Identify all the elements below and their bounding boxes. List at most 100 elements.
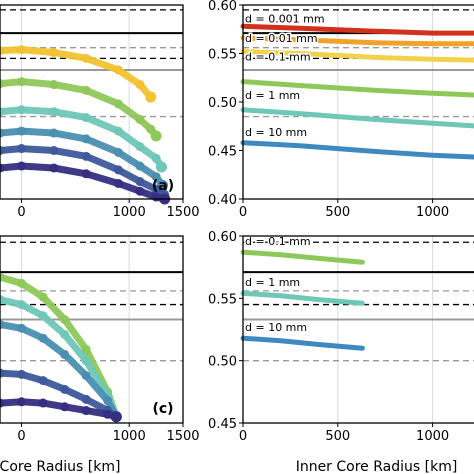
- series-end-marker-1: [150, 130, 162, 142]
- data-point: [17, 45, 27, 55]
- data-point: [49, 48, 59, 58]
- data-point: [81, 371, 91, 381]
- data-point: [17, 278, 27, 288]
- data-point: [17, 126, 27, 136]
- x-tick-label: 1000: [416, 205, 449, 220]
- x-tick-label: 0: [17, 429, 25, 444]
- series-line-2: [240, 49, 474, 63]
- data-point: [60, 315, 70, 325]
- data-point: [81, 406, 91, 416]
- data-point: [17, 161, 27, 171]
- data-point: [60, 329, 70, 339]
- series-annotation-0: d = 0.1 mm: [245, 235, 311, 248]
- series-annotation-3: d = 1 mm: [245, 89, 300, 102]
- data-point: [151, 184, 161, 194]
- data-point: [113, 65, 123, 75]
- data-point: [0, 128, 5, 138]
- data-point: [135, 177, 145, 187]
- y-tick-label: 0.40: [208, 193, 237, 208]
- data-point: [49, 80, 59, 90]
- x-axis-label: Inner Core Radius [km]: [296, 459, 458, 474]
- data-point: [81, 85, 91, 95]
- series-line-1: [240, 290, 365, 306]
- data-point: [60, 384, 70, 394]
- data-point: [60, 402, 70, 412]
- data-point: [0, 163, 5, 173]
- series-line-2: [240, 335, 365, 351]
- x-tick-label: 1000: [113, 205, 146, 220]
- data-point: [38, 311, 48, 321]
- y-tick-label: 0.55: [208, 292, 237, 307]
- x-tick-label: 0: [239, 429, 247, 444]
- data-point: [0, 146, 5, 155]
- series-line-4: [240, 107, 474, 129]
- series-annotation-4: d = 10 mm: [245, 126, 307, 139]
- series-line-5: [240, 140, 474, 160]
- series-annotation-0: d = 0.001 mm: [245, 13, 325, 26]
- data-point: [17, 397, 27, 407]
- data-point: [113, 147, 123, 157]
- series-end-marker-0: [145, 91, 157, 103]
- plot-frame: [0, 4, 184, 200]
- data-point: [17, 144, 27, 154]
- plot-frame: [242, 235, 474, 424]
- data-point: [146, 124, 156, 134]
- data-point: [135, 80, 145, 90]
- data-point: [0, 107, 5, 117]
- data-point: [81, 113, 91, 123]
- data-point: [151, 153, 161, 163]
- data-point: [81, 53, 91, 63]
- data-point: [17, 323, 27, 333]
- series-annotation-2: d = 0.1 mm: [245, 50, 311, 63]
- x-axis-label: Core Radius [km]: [0, 459, 120, 474]
- data-point: [49, 146, 59, 155]
- series-end-marker-4: [110, 411, 122, 423]
- y-tick-label: 0.45: [208, 417, 237, 432]
- x-tick-label: 1000: [416, 429, 449, 444]
- x-tick-label: 1000: [113, 429, 146, 444]
- data-point: [81, 344, 91, 354]
- plot-frame: [0, 235, 184, 424]
- data-point: [81, 169, 91, 179]
- x-tick-label: 1500: [166, 429, 199, 444]
- series-annotation-2: d = 10 mm: [245, 321, 307, 334]
- data-point: [0, 46, 5, 56]
- data-point: [49, 128, 59, 138]
- y-tick-label: 0.45: [208, 145, 237, 160]
- series-line-3: [240, 79, 474, 98]
- data-point: [60, 349, 70, 359]
- data-point: [17, 77, 27, 87]
- y-tick-label: 0.60: [208, 230, 237, 245]
- y-tick-label: 0.50: [208, 96, 237, 111]
- y-tick-label: 0.55: [208, 48, 237, 63]
- y-tick-label: 0.60: [208, 0, 237, 14]
- x-tick-label: 500: [325, 429, 350, 444]
- series-line-1: [240, 35, 474, 47]
- data-point: [49, 107, 59, 117]
- data-point: [0, 79, 5, 89]
- data-point: [0, 320, 5, 330]
- x-tick-label: 0: [17, 205, 25, 220]
- panel-label: (c): [152, 401, 173, 417]
- data-point: [17, 369, 27, 379]
- series-end-marker-2: [155, 161, 167, 173]
- data-point: [135, 161, 145, 171]
- x-tick-label: 1500: [166, 205, 199, 220]
- data-point: [135, 186, 145, 196]
- data-point: [17, 300, 27, 310]
- data-point: [81, 356, 91, 366]
- data-point: [38, 398, 48, 408]
- data-point: [38, 376, 48, 386]
- data-point: [113, 178, 123, 188]
- series-line-0: [240, 23, 474, 36]
- series-annotation-1: d = 1 mm: [245, 276, 300, 289]
- data-point: [38, 292, 48, 302]
- series-annotation-1: d = 0.01 mm: [245, 32, 318, 45]
- x-tick-label: 0: [239, 205, 247, 220]
- x-tick-label: 500: [325, 205, 350, 220]
- data-point: [38, 333, 48, 343]
- series-line-0: [240, 249, 365, 265]
- panel-label: (a): [152, 178, 174, 194]
